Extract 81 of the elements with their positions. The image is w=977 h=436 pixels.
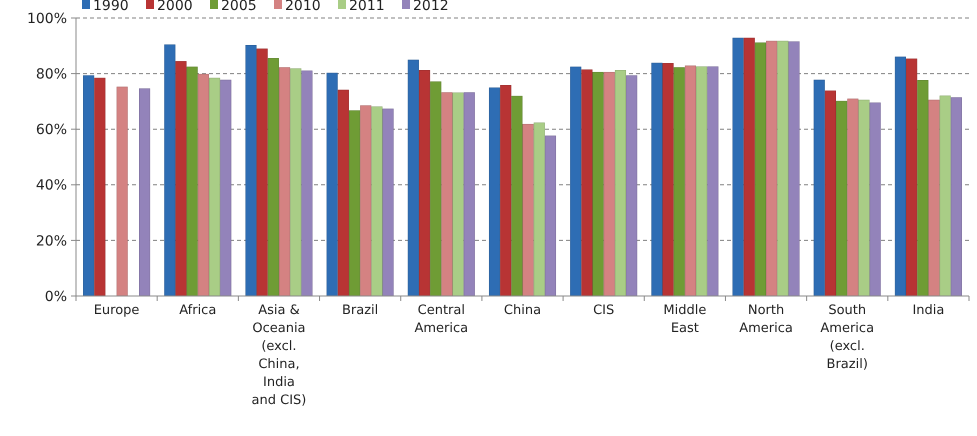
bar	[707, 66, 718, 296]
bar	[94, 78, 106, 296]
y-tick-label: 40%	[36, 178, 67, 194]
bar	[570, 66, 582, 296]
bar	[83, 75, 94, 296]
bar	[488, 88, 500, 296]
bar	[847, 98, 858, 296]
bar	[674, 67, 685, 296]
x-tick-label: Middle East	[663, 303, 706, 336]
bar	[824, 90, 836, 296]
bar	[917, 80, 928, 296]
bar	[208, 78, 220, 296]
bar	[452, 92, 464, 296]
bar	[198, 74, 209, 296]
x-tick-label: CIS	[593, 303, 614, 318]
bar	[371, 106, 382, 296]
x-tick-label: Brazil	[342, 303, 378, 318]
y-tick-label: 100%	[26, 10, 67, 27]
y-tick-label: 80%	[36, 66, 67, 82]
bar	[326, 72, 338, 296]
y-tick-label: 60%	[36, 122, 67, 138]
bar	[301, 70, 312, 296]
bar	[696, 66, 708, 296]
bar	[906, 58, 918, 296]
x-tick-label: South America (excl. Brazil)	[820, 303, 874, 372]
bar	[138, 88, 150, 296]
y-tick-label: 0%	[44, 288, 67, 305]
bar	[814, 80, 825, 296]
bar	[604, 72, 615, 296]
bar	[614, 70, 626, 296]
bar	[348, 110, 360, 296]
bar	[511, 96, 522, 296]
x-tick-label: North America	[739, 303, 793, 336]
bar	[534, 122, 545, 296]
bar	[858, 100, 870, 296]
bar	[950, 97, 962, 296]
bar	[870, 102, 881, 296]
x-tick-label: Africa	[179, 303, 216, 318]
bar	[441, 92, 452, 296]
bar	[544, 136, 556, 296]
bar	[338, 90, 349, 296]
bar	[256, 48, 268, 296]
y-tick-label: 20%	[36, 233, 67, 250]
bar	[684, 66, 696, 296]
x-tick-label: Europe	[94, 303, 140, 318]
bar	[592, 72, 604, 296]
bar	[500, 85, 512, 296]
x-tick-label: China	[504, 303, 542, 318]
bar	[744, 38, 755, 296]
bar	[418, 70, 430, 296]
bar	[360, 105, 372, 296]
x-tick-label: Asia & Oceania (excl. China, India and CIS)	[252, 303, 306, 408]
bar	[220, 80, 232, 296]
bar	[164, 44, 176, 296]
x-tick-label: Central America	[414, 303, 468, 336]
bar	[382, 108, 394, 296]
bar	[928, 100, 940, 296]
bar	[522, 124, 534, 296]
bar	[408, 60, 419, 296]
bar	[836, 100, 848, 296]
bar	[464, 92, 475, 296]
bar	[116, 86, 128, 296]
bar	[940, 96, 951, 296]
bar	[766, 40, 778, 296]
bar	[245, 44, 257, 296]
bar	[662, 63, 674, 296]
bar	[651, 62, 662, 296]
bar	[175, 61, 187, 296]
bar	[894, 56, 906, 296]
bar	[186, 66, 198, 296]
bar	[290, 68, 302, 296]
bar	[268, 58, 279, 296]
bar	[278, 67, 290, 296]
bar	[581, 69, 592, 296]
bar	[754, 42, 766, 296]
bar	[777, 40, 788, 296]
bar	[626, 75, 638, 296]
bar	[788, 41, 800, 296]
bar	[430, 81, 442, 296]
x-tick-label: India	[912, 303, 944, 318]
bar	[732, 38, 744, 296]
